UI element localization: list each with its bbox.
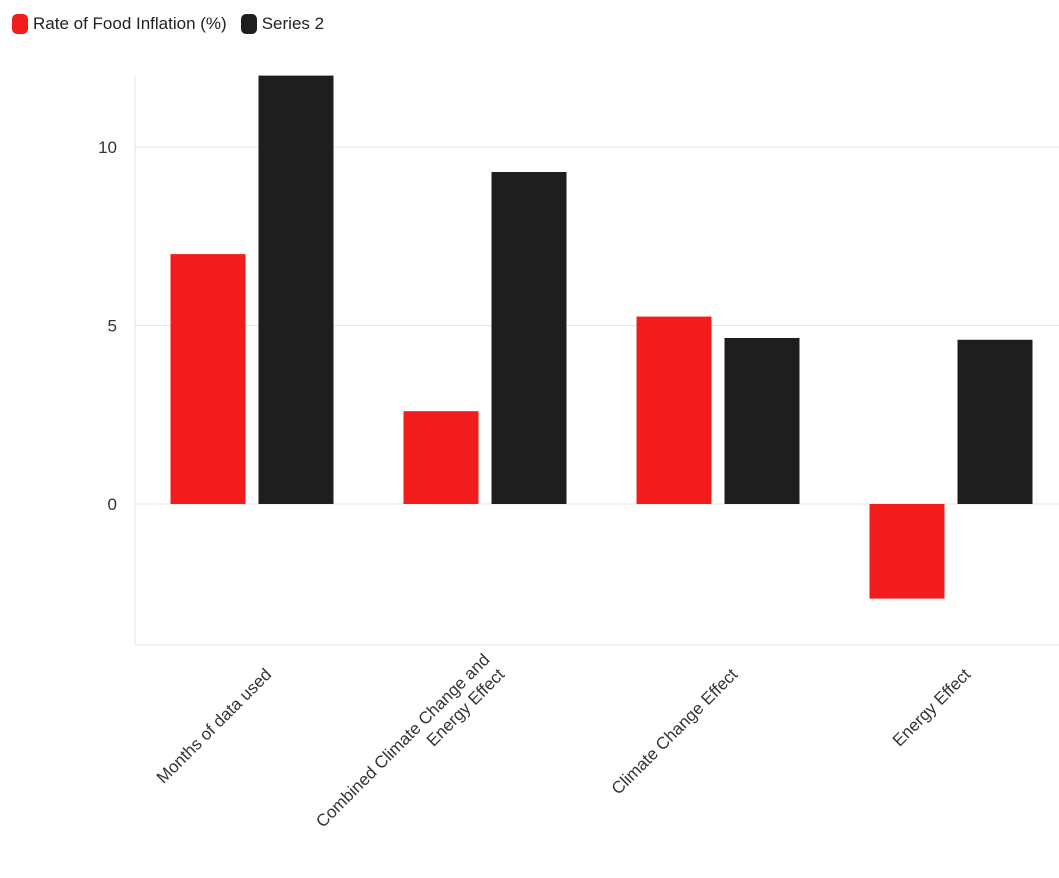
y-tick-label-0: 0 (108, 495, 117, 514)
bar-series-2-cat-2 (491, 171, 567, 505)
x-category-label-3: Climate Change Effect (608, 665, 742, 799)
legend-label-series-2: Series 2 (261, 14, 325, 33)
bar-series-2-cat-4 (957, 339, 1033, 504)
y-tick-label-5: 5 (108, 317, 117, 336)
legend-swatch-series-1 (12, 14, 28, 34)
chart-legend: Rate of Food Inflation (%) Series 2 (12, 14, 324, 34)
bar-series-2-cat-3 (724, 337, 800, 504)
bar-series-1-cat-1 (170, 254, 246, 504)
bar-series-2-cat-1 (258, 75, 334, 504)
x-category-label-2: Combined Climate Change andEnergy Effect (312, 650, 508, 846)
y-tick-label-10: 10 (98, 138, 117, 157)
bar-series-1-cat-4 (869, 504, 945, 599)
legend-item-series-2[interactable]: Series 2 (240, 14, 325, 34)
x-category-label-1: Months of data used (153, 665, 275, 787)
bar-series-1-cat-3 (636, 316, 712, 504)
bar-series-1-cat-2 (403, 411, 479, 504)
legend-item-series-1[interactable]: Rate of Food Inflation (%) (12, 14, 227, 34)
x-category-label-4: Energy Effect (889, 665, 975, 751)
legend-label-series-1: Rate of Food Inflation (%) (33, 14, 227, 33)
legend-swatch-series-2 (240, 14, 257, 34)
